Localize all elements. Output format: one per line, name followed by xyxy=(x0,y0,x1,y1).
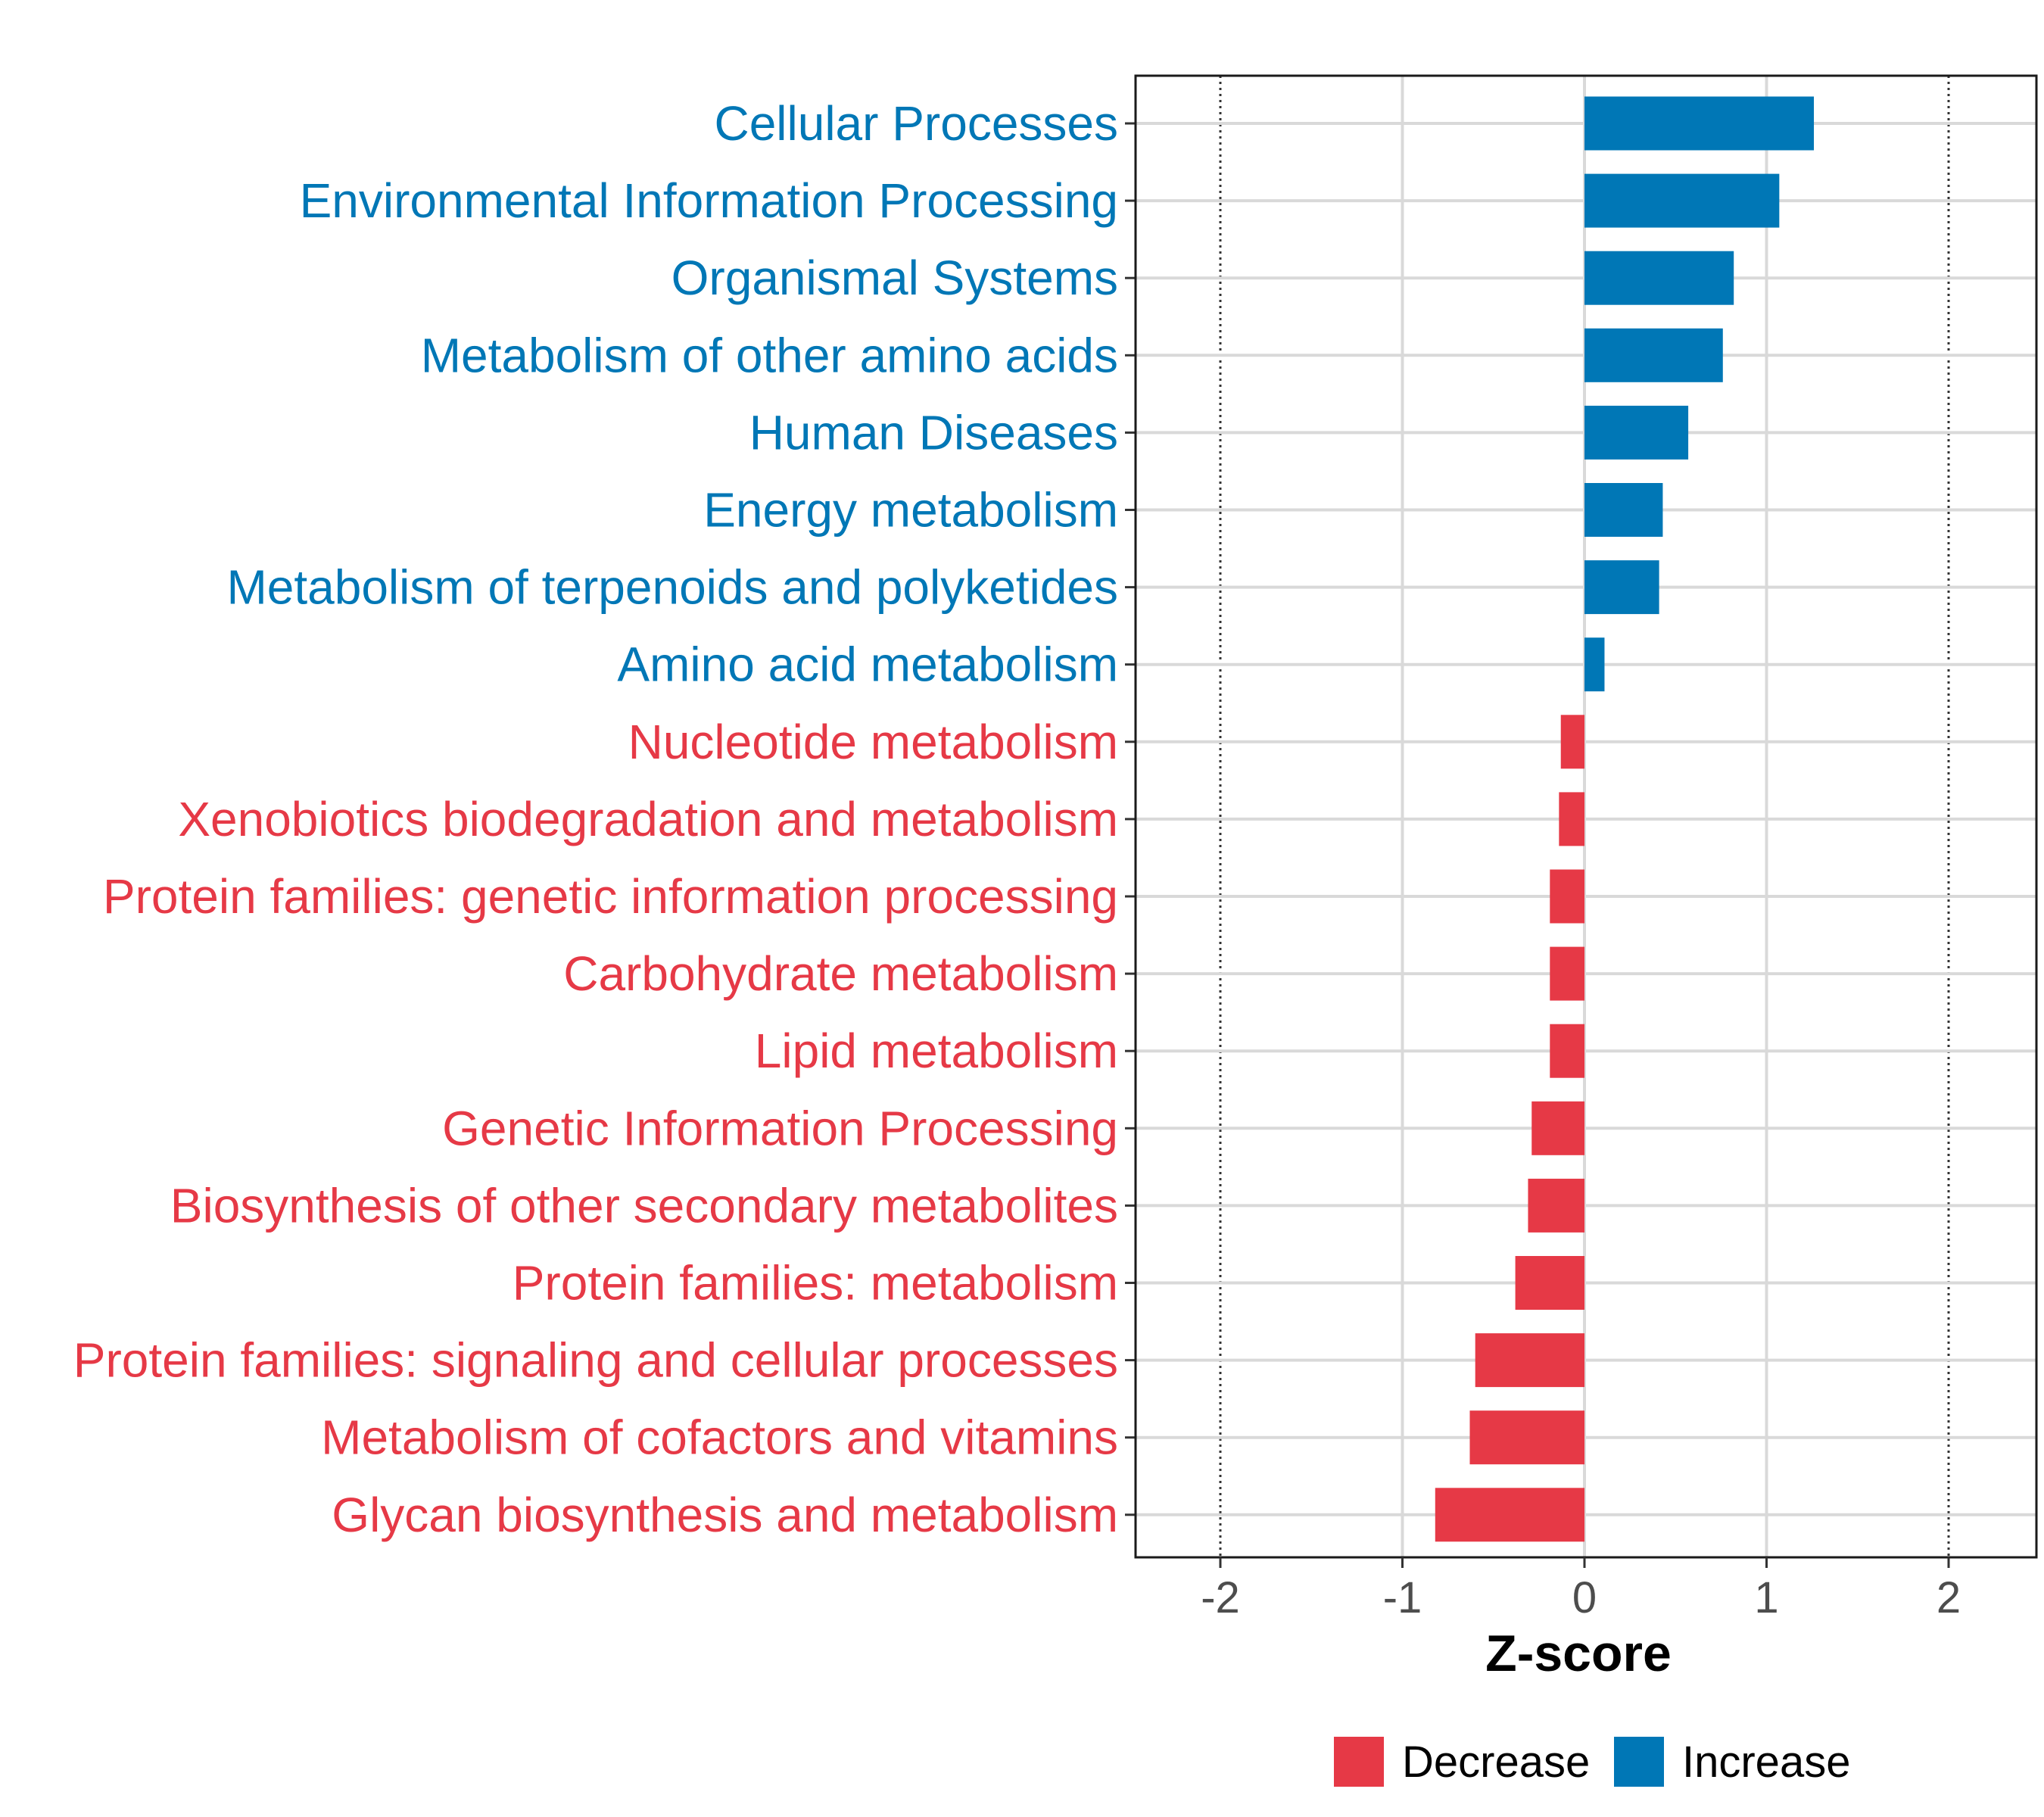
bar xyxy=(1584,560,1659,615)
category-label: Nucleotide metabolism xyxy=(628,715,1118,769)
bar xyxy=(1531,1101,1584,1155)
x-tick-label: -2 xyxy=(1201,1573,1240,1622)
panel-border xyxy=(1134,74,2038,1559)
bar xyxy=(1469,1410,1584,1465)
bar xyxy=(1550,1024,1584,1078)
category-label: Lipid metabolism xyxy=(755,1024,1118,1078)
x-tick-label: 2 xyxy=(1937,1573,1961,1622)
bars xyxy=(1435,96,1815,1542)
bar xyxy=(1584,405,1689,460)
legend-key-decrease xyxy=(1334,1737,1384,1787)
category-label: Protein families: genetic information pr… xyxy=(103,869,1118,924)
x-axis-ticks: -2 -1 0 1 2 xyxy=(1201,1557,1961,1622)
category-label: Glycan biosynthesis and metabolism xyxy=(332,1488,1118,1542)
category-label: Carbohydrate metabolism xyxy=(563,946,1118,1001)
bar xyxy=(1584,96,1815,151)
legend-label-increase: Increase xyxy=(1682,1738,1850,1787)
bar xyxy=(1584,251,1734,305)
bar xyxy=(1559,792,1584,846)
category-label: Protein families: signaling and cellular… xyxy=(73,1333,1118,1388)
legend-key-increase xyxy=(1614,1737,1664,1787)
category-label: Environmental Information Processing xyxy=(300,173,1118,228)
bar xyxy=(1515,1256,1584,1310)
bar xyxy=(1560,715,1584,769)
legend-label-decrease: Decrease xyxy=(1402,1738,1590,1787)
category-label: Human Diseases xyxy=(749,405,1118,460)
category-label: Energy metabolism xyxy=(703,483,1118,538)
category-label: Organismal Systems xyxy=(671,251,1118,305)
category-label: Protein families: metabolism xyxy=(513,1256,1118,1311)
bar xyxy=(1584,173,1780,228)
category-label: Metabolism of other amino acids xyxy=(421,328,1118,382)
plot-frame xyxy=(1125,74,2038,1559)
category-label: Xenobiotics biodegradation and metabolis… xyxy=(178,792,1118,846)
category-label: Metabolism of cofactors and vitamins xyxy=(321,1410,1118,1465)
category-labels: Cellular Processes Environmental Informat… xyxy=(73,96,1118,1542)
bar xyxy=(1435,1488,1584,1542)
category-label: Cellular Processes xyxy=(714,96,1118,151)
category-label: Metabolism of terpenoids and polyketides xyxy=(226,560,1118,615)
bar xyxy=(1528,1178,1584,1233)
bar xyxy=(1584,328,1723,382)
x-tick-label: 0 xyxy=(1572,1573,1597,1622)
category-label: Amino acid metabolism xyxy=(617,637,1118,692)
x-tick-label: -1 xyxy=(1383,1573,1422,1622)
category-label: Genetic Information Processing xyxy=(442,1101,1118,1155)
bar xyxy=(1475,1333,1584,1388)
bar xyxy=(1584,637,1605,692)
bar xyxy=(1550,869,1584,924)
x-tick-label: 1 xyxy=(1754,1573,1778,1622)
legend: Decrease Increase xyxy=(1334,1737,1850,1787)
bar xyxy=(1584,483,1663,537)
bar xyxy=(1550,946,1584,1001)
category-label: Biosynthesis of other secondary metaboli… xyxy=(170,1178,1118,1233)
x-axis-title: Z-score xyxy=(1485,1625,1672,1682)
